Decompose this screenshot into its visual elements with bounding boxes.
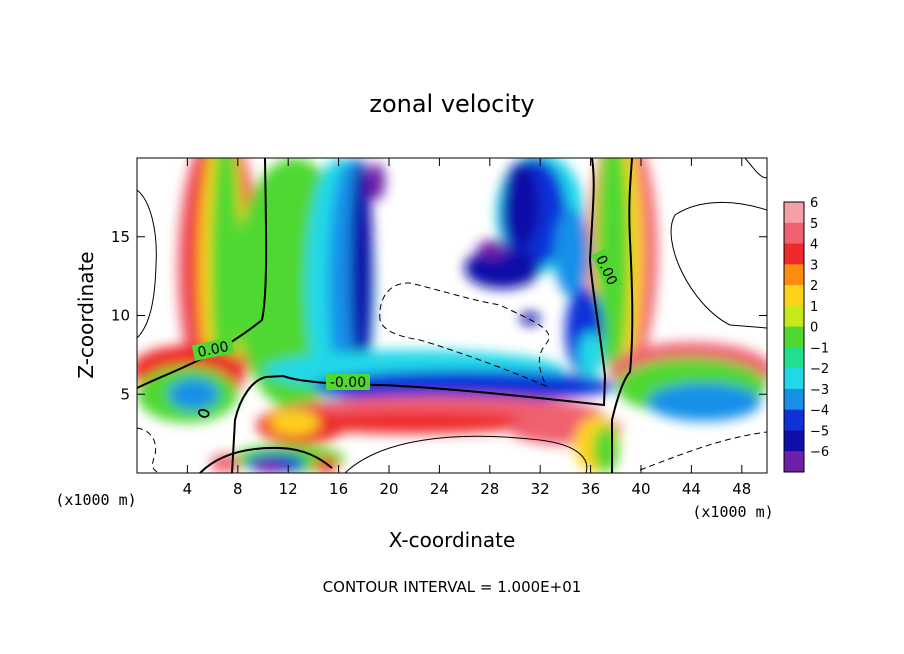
- x-tick-label: 24: [430, 480, 449, 498]
- contour-small-loop: [198, 409, 210, 418]
- colorbar-frame: [783, 201, 805, 473]
- field-region-35: [554, 208, 590, 297]
- colorbar: 6 5 4 3 2 1 0 −1 −2 −3 −4 −5 −6: [783, 196, 829, 473]
- field-region-21: [288, 411, 541, 434]
- y-axis-label: Z-coordinate: [74, 251, 98, 378]
- velocity-field: [137, 158, 767, 473]
- colorbar-label: 4: [810, 238, 818, 253]
- x-tick-label: 28: [480, 480, 499, 498]
- colorbar-swatch: [784, 264, 804, 286]
- field-region-34: [502, 161, 541, 250]
- contour-interval-note: CONTOUR INTERVAL = 1.000E+01: [323, 578, 582, 596]
- contour-positive-thin-right: [670, 201, 767, 329]
- colorbar-swatch: [784, 305, 804, 327]
- contour-zero-lower: [231, 158, 607, 473]
- contour-positive-thin-top-right: [744, 158, 767, 179]
- y-axis-ticks: 5 10 15: [111, 228, 767, 403]
- contour-negative-dashed-bottom-left: [137, 427, 161, 473]
- colorbar-swatch: [784, 409, 804, 431]
- contour-lines: [137, 158, 767, 473]
- colorbar-label: −1: [810, 341, 829, 356]
- x-unit-label: (x1000 m): [692, 503, 773, 521]
- field-region-17: [367, 162, 386, 201]
- colorbar-label: −2: [810, 362, 829, 377]
- contour-positive-thin-bottom: [344, 435, 588, 473]
- contour-positive-thin-left: [137, 189, 157, 339]
- chart-title: zonal velocity: [369, 90, 534, 118]
- colorbar-swatch: [784, 243, 804, 265]
- colorbar-label: 3: [810, 258, 818, 273]
- field-region-19: [313, 370, 616, 403]
- colorbar-label: 0: [810, 321, 818, 336]
- colorbar-label: −6: [810, 445, 829, 460]
- colorbar-swatch: [784, 285, 804, 307]
- colorbar-swatch: [784, 202, 804, 224]
- contour-label-bg-3: [591, 248, 623, 292]
- x-axis-ticks: 4 8 12 16 20 24 28 32 36 40 44 48: [183, 158, 751, 498]
- x-tick-label: 8: [233, 480, 243, 498]
- y-unit-label: (x1000 m): [55, 491, 136, 509]
- colorbar-label: 5: [810, 217, 818, 232]
- x-tick-label: 12: [279, 480, 298, 498]
- x-axis-label: X-coordinate: [389, 528, 516, 552]
- contour-label-2: -0.00: [330, 375, 366, 391]
- colorbar-swatch: [784, 347, 804, 369]
- contour-zero-right: [611, 158, 634, 473]
- field-region-31: [313, 457, 339, 473]
- x-tick-label: 32: [531, 480, 550, 498]
- colorbar-swatch: [784, 451, 804, 473]
- x-tick-label: 20: [379, 480, 398, 498]
- contour-zero-left: [137, 158, 268, 389]
- colorbar-label: 2: [810, 279, 818, 294]
- colorbar-label: −5: [810, 424, 829, 439]
- field-region-12: [168, 378, 219, 410]
- y-tick-label: 15: [111, 228, 130, 246]
- colorbar-swatch: [784, 222, 804, 244]
- colorbar-label: −4: [810, 404, 829, 419]
- field-region-23: [269, 410, 320, 436]
- contour-zero-bottom: [199, 446, 333, 473]
- contour-negative-dashed-bottom-right: [639, 431, 767, 471]
- contour-label-bg-1: [191, 337, 235, 361]
- x-tick-label: 4: [183, 480, 193, 498]
- x-tick-label: 40: [631, 480, 650, 498]
- colorbar-label: 1: [810, 300, 818, 315]
- colorbar-swatch: [784, 368, 804, 390]
- x-tick-label: 44: [682, 480, 701, 498]
- contour-label-group: 0.00 -0.00 0.00: [191, 248, 623, 391]
- colorbar-label: 6: [810, 196, 818, 211]
- colorbar-swatch: [784, 430, 804, 452]
- colorbar-swatch: [784, 388, 804, 410]
- field-region-38: [520, 312, 541, 325]
- field-region-37: [477, 239, 508, 259]
- x-tick-label: 16: [329, 480, 348, 498]
- field-region-40: [578, 331, 604, 379]
- colorbar-swatch: [784, 326, 804, 348]
- field-region-9: [647, 383, 761, 422]
- contour-label-1: 0.00: [196, 339, 230, 361]
- contour-label-bg-2: [326, 374, 370, 390]
- x-tick-label: 48: [732, 480, 751, 498]
- x-tick-label: 36: [581, 480, 600, 498]
- field-region-29: [254, 460, 285, 473]
- y-tick-label: 10: [111, 307, 130, 325]
- y-tick-label: 5: [120, 385, 130, 403]
- colorbar-label: −3: [810, 383, 829, 398]
- field-region-26: [593, 425, 619, 473]
- field-region-36: [464, 247, 541, 289]
- field-region-16: [349, 158, 373, 379]
